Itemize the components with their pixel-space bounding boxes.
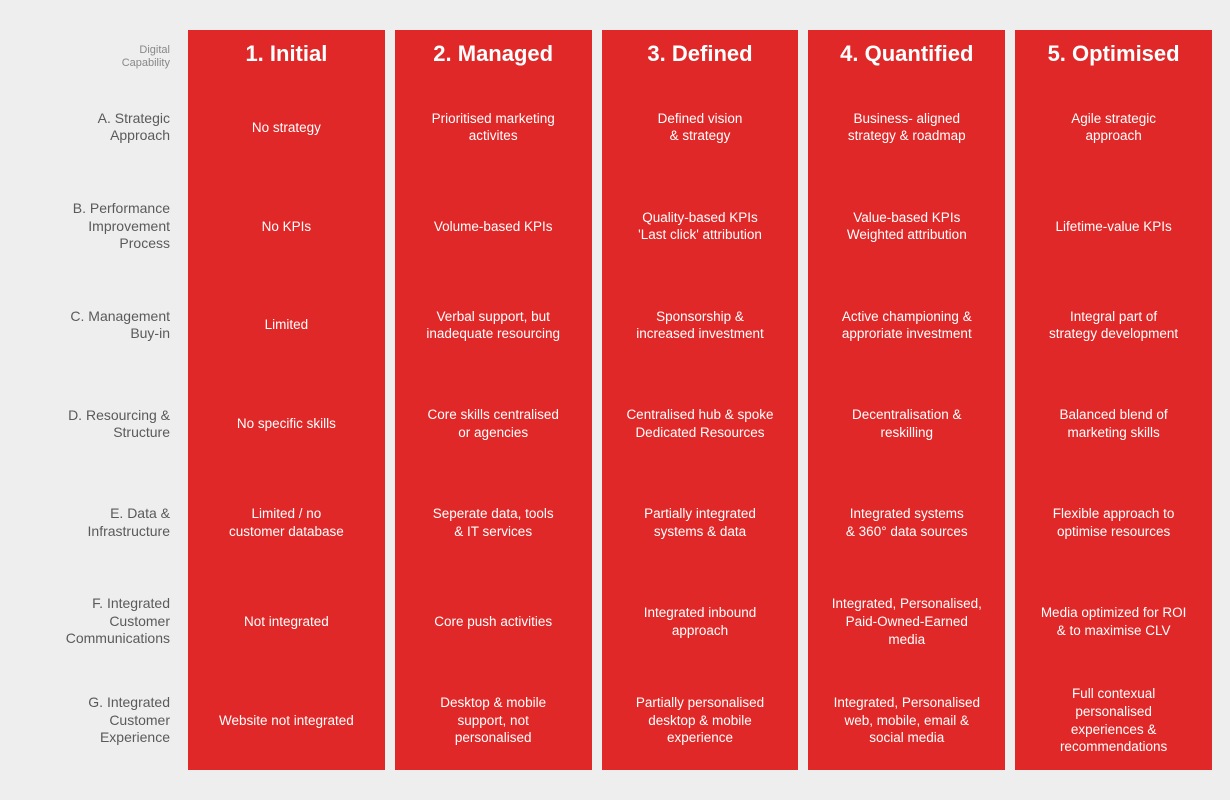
matrix-cell: Defined vision& strategy [602, 78, 799, 177]
matrix-cell: Volume-based KPIs [395, 177, 592, 276]
stage-column-initial: 1. Initial No strategy No KPIs Limited N… [188, 30, 385, 770]
matrix-cell: Limited / nocustomer database [188, 473, 385, 572]
matrix-cell: Verbal support, butinadequate resourcing [395, 276, 592, 375]
row-label: A. StrategicApproach [18, 78, 178, 177]
row-label: G. IntegratedCustomerExperience [18, 671, 178, 770]
row-label: C. ManagementBuy-in [18, 276, 178, 375]
matrix-cell: Agile strategicapproach [1015, 78, 1212, 177]
matrix-cell: Active championing &approriate investmen… [808, 276, 1005, 375]
matrix-cell: Partially personaliseddesktop & mobileex… [602, 671, 799, 770]
matrix-cell: Core skills centralisedor agencies [395, 375, 592, 474]
matrix-cell: Flexible approach tooptimise resources [1015, 473, 1212, 572]
stage-column-managed: 2. Managed Prioritised marketingactivite… [395, 30, 592, 770]
maturity-matrix: DigitalCapability A. StrategicApproach B… [18, 30, 1212, 770]
row-label: F. IntegratedCustomerCommunications [18, 572, 178, 671]
matrix-cell: Decentralisation &reskilling [808, 375, 1005, 474]
matrix-cell: Desktop & mobilesupport, notpersonalised [395, 671, 592, 770]
matrix-cell: No KPIs [188, 177, 385, 276]
stage-column-defined: 3. Defined Defined vision& strategy Qual… [602, 30, 799, 770]
matrix-cell: Prioritised marketingactivites [395, 78, 592, 177]
matrix-cell: Lifetime-value KPIs [1015, 177, 1212, 276]
matrix-cell: No strategy [188, 78, 385, 177]
matrix-cell: Value-based KPIsWeighted attribution [808, 177, 1005, 276]
row-label: E. Data &Infrastructure [18, 473, 178, 572]
row-labels-column: DigitalCapability A. StrategicApproach B… [18, 30, 178, 770]
stage-column-optimised: 5. Optimised Agile strategicapproach Lif… [1015, 30, 1212, 770]
stage-title: 5. Optimised [1015, 30, 1212, 78]
matrix-cell: Website not integrated [188, 671, 385, 770]
matrix-cell: Sponsorship &increased investment [602, 276, 799, 375]
stage-column-quantified: 4. Quantified Business- alignedstrategy … [808, 30, 1005, 770]
matrix-cell: Centralised hub & spokeDedicated Resourc… [602, 375, 799, 474]
matrix-cell: Integrated, Personalisedweb, mobile, ema… [808, 671, 1005, 770]
matrix-cell: Balanced blend ofmarketing skills [1015, 375, 1212, 474]
matrix-cell: Core push activities [395, 572, 592, 671]
stage-title: 1. Initial [188, 30, 385, 78]
matrix-cell: Business- alignedstrategy & roadmap [808, 78, 1005, 177]
matrix-cell: Seperate data, tools& IT services [395, 473, 592, 572]
stage-title: 4. Quantified [808, 30, 1005, 78]
corner-label: DigitalCapability [18, 30, 178, 78]
matrix-cell: Limited [188, 276, 385, 375]
matrix-cell: Quality-based KPIs'Last click' attributi… [602, 177, 799, 276]
matrix-cell: Integrated inboundapproach [602, 572, 799, 671]
stage-title: 2. Managed [395, 30, 592, 78]
row-label: B. PerformanceImprovementProcess [18, 177, 178, 276]
matrix-cell: Not integrated [188, 572, 385, 671]
row-label: D. Resourcing &Structure [18, 375, 178, 474]
matrix-cell: No specific skills [188, 375, 385, 474]
stage-title: 3. Defined [602, 30, 799, 78]
matrix-cell: Media optimized for ROI& to maximise CLV [1015, 572, 1212, 671]
matrix-cell: Integral part ofstrategy development [1015, 276, 1212, 375]
matrix-cell: Integrated systems& 360° data sources [808, 473, 1005, 572]
matrix-cell: Integrated, Personalised,Paid-Owned-Earn… [808, 572, 1005, 671]
matrix-cell: Full contexualpersonalisedexperiences &r… [1015, 671, 1212, 770]
matrix-cell: Partially integratedsystems & data [602, 473, 799, 572]
